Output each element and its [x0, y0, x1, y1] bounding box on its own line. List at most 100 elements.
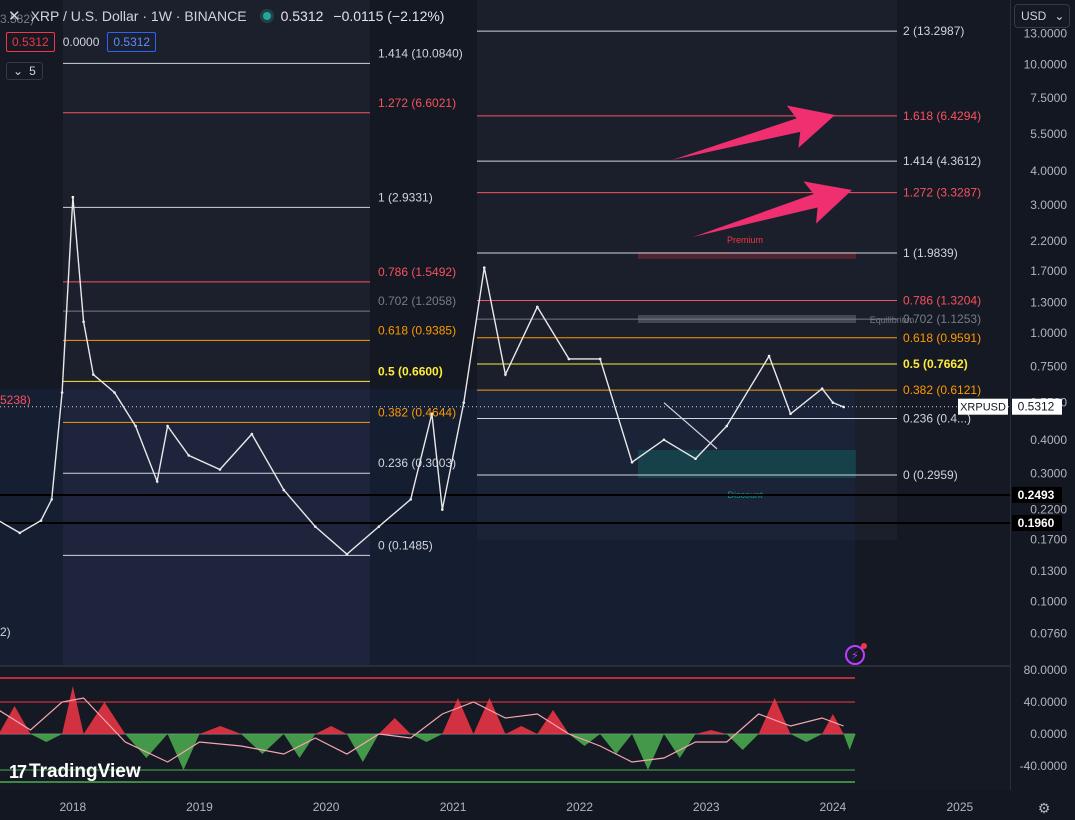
fib-right-label: 0.618 (0.9591) — [903, 331, 981, 345]
spread-value: 0.0000 — [62, 35, 100, 49]
equilibrium-zone-label: Equilibrium — [870, 315, 915, 325]
price-axis-tick: 7.5000 — [1030, 91, 1067, 105]
price-axis-tick: 0.7500 — [1030, 359, 1067, 373]
time-axis-background — [0, 790, 1075, 820]
price-axis-tick: 1.3000 — [1030, 295, 1067, 309]
market-status-icon — [262, 12, 271, 20]
symbol-tag — [958, 398, 1008, 415]
price-axis-tick: 3.0000 — [1030, 198, 1067, 212]
osc-bar — [241, 734, 284, 754]
osc-bar — [62, 686, 84, 734]
price-axis-tick: 10.0000 — [1024, 57, 1068, 71]
last-price-tag-label: 0.5312 — [1018, 400, 1055, 414]
fib-right-label: 0 (0.2959) — [903, 468, 958, 482]
partial-fib-label-low: 2) — [0, 625, 11, 639]
tradingview-logo-mark: 17 — [9, 761, 27, 782]
sell-price-button[interactable]: 0.5312 — [6, 32, 55, 52]
time-axis-tick: 2023 — [693, 800, 720, 814]
osc-bar — [505, 726, 538, 734]
arrow-lower-icon-shape — [693, 181, 853, 237]
alert-bolt-icon[interactable]: ⚡ — [845, 643, 867, 665]
chevron-down-icon: ⌄ — [1054, 9, 1065, 23]
fib-right-label: 1.414 (4.3612) — [903, 154, 981, 168]
price-axis-tick: 0.1000 — [1030, 594, 1067, 608]
time-axis-tick: 2019 — [186, 800, 213, 814]
osc-bar — [315, 726, 347, 734]
price-axis-tick: 4.0000 — [1030, 164, 1067, 178]
close-icon[interactable]: ✕ — [8, 8, 21, 25]
support-level-label: 0.2493 — [1018, 488, 1055, 502]
currency-button[interactable]: USD ⌄ — [1014, 4, 1070, 28]
fib-zone-gap — [370, 0, 477, 665]
fib-left-label: 0.236 (0.3003) — [378, 456, 456, 470]
price-axis-tick: 0.1700 — [1030, 533, 1067, 547]
indicators-count: 5 — [29, 64, 36, 78]
time-axis-tick: 2018 — [60, 800, 87, 814]
pane-separator — [0, 665, 1010, 667]
osc-bar — [663, 734, 696, 758]
osc-bar — [790, 734, 823, 742]
price-axis-tick: 0.0760 — [1030, 627, 1067, 641]
osc-axis-tick: 80.0000 — [1024, 663, 1068, 677]
osc-bar — [695, 730, 727, 734]
last-price-tag — [1012, 398, 1062, 415]
fib-left-label: 0.382 (0.4644) — [378, 405, 456, 419]
bid-ask-row: 0.5312 0.0000 0.5312 — [6, 32, 157, 52]
discount-zone — [638, 450, 856, 478]
support-level-label: 0.1960 — [1018, 516, 1055, 530]
fib-left-label: 0.618 (0.9385) — [378, 323, 456, 337]
symbol-tag-label: XRPUSD — [960, 402, 1006, 414]
buy-price-button[interactable]: 0.5312 — [107, 32, 157, 52]
price-line — [0, 197, 844, 556]
arrow-upper-icon-shape — [672, 105, 836, 160]
osc-bar — [537, 710, 569, 734]
price-axis-tick: 2.2000 — [1030, 234, 1067, 248]
symbol-title[interactable]: XRP / U.S. Dollar · 1W · BINANCE — [30, 8, 247, 24]
tradingview-logo-text: TradingView — [29, 761, 141, 782]
osc-bar — [442, 698, 474, 734]
chart-header: ✕ XRP / U.S. Dollar · 1W · BINANCE 0.531… — [0, 0, 444, 32]
fib-right-label: 1.618 (6.4294) — [903, 109, 981, 123]
currency-label: USD — [1021, 9, 1047, 23]
fib-right-label: 0.702 (1.1253) — [903, 312, 981, 326]
fib-right-label: 0.5 (0.7662) — [903, 357, 968, 371]
fib-right-label: 1 (1.9839) — [903, 246, 958, 260]
trend-line — [663, 402, 718, 450]
osc-axis-tick: 40.0000 — [1024, 695, 1068, 709]
osc-bar — [199, 726, 242, 734]
price-axis-tick: 0.3000 — [1030, 466, 1067, 480]
arrow-lower-icon — [693, 181, 853, 237]
premium-zone-label: Premium — [727, 235, 763, 245]
time-axis-tick: 2020 — [313, 800, 340, 814]
support-level-tag — [1012, 515, 1062, 531]
gear-icon[interactable]: ⚙ — [1037, 799, 1051, 816]
price-axis-tick: 13.0000 — [1024, 27, 1068, 41]
price-axis-tick: 1.7000 — [1030, 264, 1067, 278]
osc-axis-tick: -40.0000 — [1020, 759, 1068, 773]
price-axis-tick: 1.0000 — [1030, 326, 1067, 340]
tradingview-logo: 17 TradingView — [9, 761, 141, 783]
fib-left-label: 0 (0.1485) — [378, 538, 433, 552]
fib-right-label: 0.236 (0.4...) — [903, 412, 971, 426]
osc-bar — [125, 734, 168, 758]
indicators-toggle[interactable]: ⌄ 5 — [6, 62, 43, 80]
osc-bar — [346, 734, 379, 762]
price-axis-border — [1010, 0, 1011, 790]
osc-bar — [758, 698, 791, 734]
fib-left-label: 1.414 (10.0840) — [378, 46, 463, 60]
fib-left-label: 1 (2.9331) — [378, 190, 433, 204]
price-axis-tick: 0.4000 — [1030, 433, 1067, 447]
osc-bar — [822, 714, 844, 734]
fib-right-label: 0.786 (1.3204) — [903, 293, 981, 307]
price-change: −0.0115 (−2.12%) — [333, 8, 445, 24]
price-axis-tick: 5.5000 — [1030, 127, 1067, 141]
osc-bar — [632, 734, 664, 770]
price-area-fill — [0, 388, 855, 665]
fib-left-label: 0.786 (1.5492) — [378, 265, 456, 279]
partial-fib-label-mid: 5238) — [0, 393, 31, 407]
premium-zone — [638, 252, 856, 259]
time-axis-tick: 2022 — [566, 800, 593, 814]
time-axis-tick: 2025 — [946, 800, 973, 814]
